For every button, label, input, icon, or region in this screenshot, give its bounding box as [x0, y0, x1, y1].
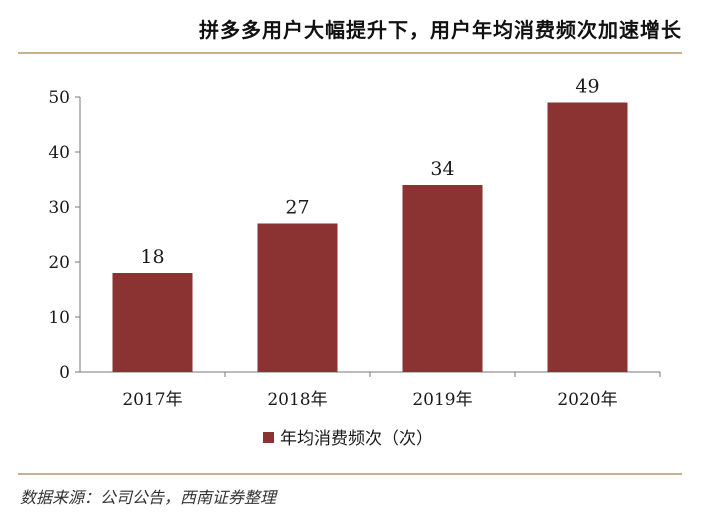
y-tick-label: 40	[48, 143, 70, 163]
y-tick-label: 10	[48, 308, 70, 328]
legend: 年均消费频次（次）	[263, 429, 433, 449]
y-tick-label: 20	[48, 253, 70, 273]
x-tick-label: 2020年	[557, 390, 617, 410]
bars	[112, 102, 628, 372]
bar-value-label: 18	[140, 246, 164, 268]
bar	[547, 102, 628, 372]
y-tick-label: 0	[59, 363, 70, 383]
x-tick-label: 2018年	[267, 390, 327, 410]
chart-title: 拼多多用户大幅提升下，用户年均消费频次加速增长	[199, 18, 682, 42]
bar-value-label: 49	[575, 76, 599, 98]
legend-swatch	[263, 432, 274, 443]
x-tick-label: 2019年	[412, 390, 472, 410]
bar	[112, 273, 193, 372]
data-labels: 18 27 34 49	[140, 76, 599, 269]
bar	[257, 223, 338, 372]
y-tick-label: 30	[48, 198, 70, 218]
bottom-rule	[18, 473, 682, 475]
bar	[402, 185, 483, 372]
bar-chart: 0 10 20 30 40 50 2017年 2018年 2019年 2020年 18 27 34 49…	[48, 76, 661, 449]
bar-value-label: 27	[285, 197, 309, 219]
data-source-note: 数据来源：公司公告，西南证券整理	[20, 488, 277, 507]
legend-label: 年均消费频次（次）	[280, 429, 433, 449]
top-rule	[18, 52, 682, 54]
x-tick-label: 2017年	[122, 390, 182, 410]
y-tick-label: 50	[48, 88, 70, 108]
bar-value-label: 34	[430, 158, 454, 180]
